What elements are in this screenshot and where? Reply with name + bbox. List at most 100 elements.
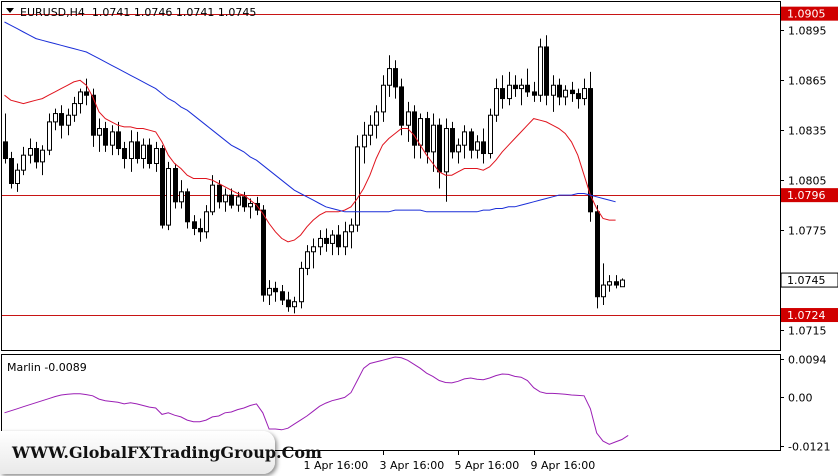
candle-body-bull — [129, 141, 134, 160]
candle — [135, 131, 140, 164]
candle — [210, 175, 215, 216]
dropdown-triangle-icon[interactable] — [6, 8, 14, 13]
candle-body-bear — [242, 196, 247, 208]
candle-body-bear — [9, 158, 14, 184]
candle — [601, 263, 606, 306]
candle — [78, 88, 83, 114]
candle — [147, 138, 152, 169]
candle-body-bull — [97, 128, 102, 136]
candle-body-bull — [154, 148, 159, 165]
level-price-tag — [781, 308, 838, 323]
candle — [129, 130, 134, 172]
candle-body-bear — [412, 111, 417, 146]
candle-body-bear — [588, 88, 593, 213]
time-axis-label: 9 Apr 16:00 — [531, 459, 596, 472]
indicator-axis-label: -0.0121 — [788, 441, 830, 454]
candle-body-bull — [305, 251, 310, 269]
candle — [607, 275, 612, 292]
candle-body-bull — [110, 131, 115, 146]
candle-body-bull — [620, 279, 625, 288]
moving-average-blue-line — [4, 21, 616, 213]
candle-body-bear — [280, 291, 285, 301]
candle — [28, 138, 33, 164]
candle — [192, 215, 197, 236]
candle-body-bear — [595, 211, 600, 298]
candle-body-bear — [198, 227, 203, 233]
candle — [494, 78, 499, 122]
level-price-label: 1.0905 — [787, 8, 826, 21]
candle — [614, 275, 619, 289]
candle-body-bull — [72, 103, 77, 116]
candle-body-bear — [286, 299, 291, 308]
candle-body-bear — [576, 93, 581, 100]
candle-body-bull — [551, 84, 556, 96]
candle — [563, 85, 568, 106]
level-price-tag — [781, 6, 838, 21]
candle-body-bull — [141, 144, 146, 160]
moving-average-red-line — [4, 79, 616, 243]
candle — [179, 180, 184, 209]
candle-body-bull — [488, 114, 493, 155]
candle-body-bull — [78, 91, 83, 105]
indicator-title: Marlin -0.0089 — [7, 361, 87, 374]
candle — [154, 141, 159, 172]
candle — [381, 75, 386, 122]
candle — [488, 108, 493, 159]
candle — [349, 218, 354, 249]
candle-body-bull — [507, 84, 512, 100]
candle — [475, 135, 480, 159]
candle-body-bear — [324, 237, 329, 244]
main-panel-frame — [1, 1, 781, 351]
candle — [72, 96, 77, 122]
candle-body-bull — [381, 84, 386, 113]
candle — [324, 228, 329, 252]
candle — [368, 115, 373, 146]
candle — [525, 68, 530, 97]
candle — [595, 205, 600, 309]
candle-body-bull — [444, 128, 449, 173]
candle-body-bull — [563, 89, 568, 98]
indicator-panel-frame — [1, 354, 781, 451]
candle-body-bull — [299, 267, 304, 303]
candle-body-bull — [204, 211, 209, 233]
candle — [198, 218, 203, 242]
candle — [544, 35, 549, 106]
candle-body-bear — [3, 141, 8, 160]
candle — [450, 121, 455, 159]
candle — [500, 75, 505, 109]
current-price-label: 1.0745 — [787, 274, 826, 287]
candle — [330, 230, 335, 256]
candle-body-bull — [248, 202, 253, 208]
candle — [34, 141, 39, 169]
candle-body-bull — [368, 124, 373, 136]
candle-body-bear — [557, 84, 562, 98]
candle — [620, 278, 625, 288]
candle — [431, 113, 436, 172]
level-price-tag — [781, 188, 838, 203]
candle — [444, 118, 449, 202]
candle-body-bear — [525, 84, 530, 93]
candle-body-bear — [336, 234, 341, 248]
candle-body-bear — [437, 124, 442, 173]
candle — [299, 261, 304, 309]
candle-body-bear — [122, 148, 127, 160]
candle — [204, 205, 209, 239]
candle — [273, 281, 278, 302]
candle-body-bear — [399, 86, 404, 126]
candle-body-bull — [166, 168, 171, 226]
candle — [551, 75, 556, 112]
candle-body-bear — [34, 148, 39, 163]
candle — [286, 291, 291, 312]
candle-body-bull — [601, 284, 606, 298]
candle-body-bull — [362, 134, 367, 148]
candle-body-bear — [135, 141, 140, 160]
candle-body-bear — [513, 84, 518, 90]
candle — [469, 128, 474, 159]
candle-body-bull — [582, 88, 587, 100]
candle — [217, 180, 222, 209]
candle — [374, 105, 379, 139]
candle-body-bear — [393, 68, 398, 88]
candle-body-bear — [425, 118, 430, 153]
